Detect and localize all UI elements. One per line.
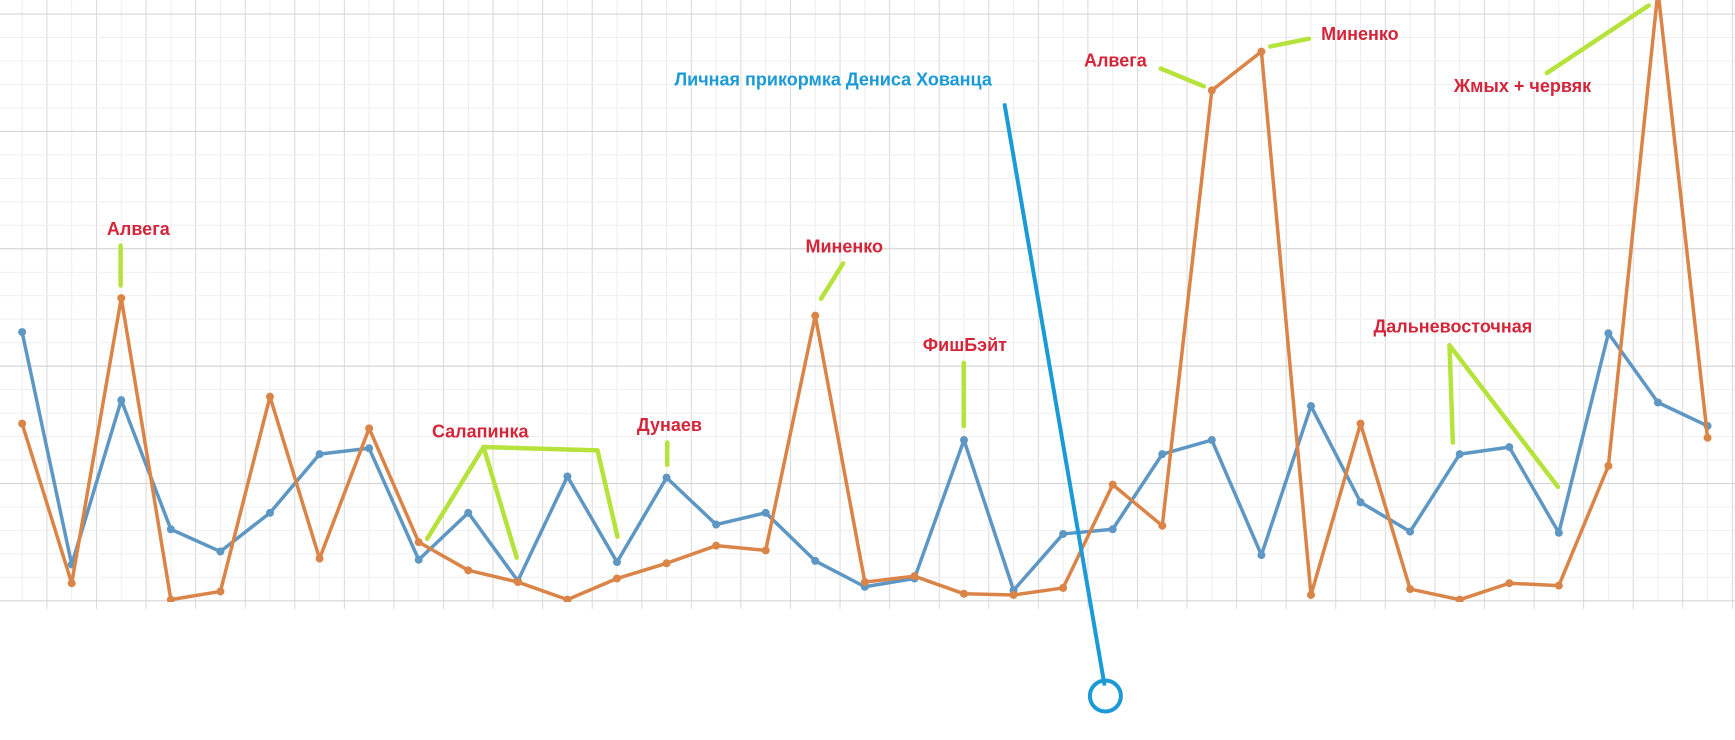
data-point (513, 578, 522, 587)
data-point (265, 392, 274, 401)
annotation: Миненко (805, 237, 883, 257)
data-point (414, 538, 423, 547)
annotation-pointer (595, 448, 620, 539)
data-point (1158, 450, 1167, 459)
annotation-pointer (1158, 66, 1207, 89)
data-point (1059, 529, 1068, 538)
data-point (1604, 461, 1613, 470)
data-point (1604, 329, 1613, 338)
annotation-pointer (1002, 103, 1107, 686)
data-point (117, 396, 126, 405)
data-point (1703, 433, 1712, 442)
annotation-pointer (1447, 342, 1561, 490)
data-point (1207, 86, 1216, 95)
data-point (1306, 402, 1315, 411)
data-point (464, 566, 473, 575)
data-point (216, 547, 225, 556)
data-point (1306, 590, 1315, 599)
data-point (18, 419, 27, 428)
grid (0, 0, 1735, 609)
data-point (712, 520, 721, 529)
annotation: Личная прикормка Дениса Хованца (675, 70, 993, 90)
annotation-pointer (481, 444, 600, 453)
data-point (563, 472, 572, 481)
data-point (1554, 581, 1563, 590)
data-point (265, 508, 274, 517)
data-point (117, 294, 126, 303)
data-point (1257, 47, 1266, 56)
annotation-pointer (1268, 36, 1312, 49)
data-point (761, 508, 770, 517)
data-point (1158, 521, 1167, 530)
data-point (315, 554, 324, 563)
data-point (712, 541, 721, 550)
data-point (67, 579, 76, 588)
annotation-pointer (424, 444, 486, 542)
data-point (1356, 498, 1365, 507)
data-point (612, 574, 621, 583)
data-point (1059, 583, 1068, 592)
data-point (959, 436, 968, 445)
data-point (1108, 480, 1117, 489)
data-point (1406, 527, 1415, 536)
data-point (1505, 579, 1514, 588)
data-point (365, 444, 374, 453)
data-point (563, 595, 572, 602)
data-point (1207, 436, 1216, 445)
data-point (216, 587, 225, 596)
annotation-pointer (1544, 3, 1651, 76)
data-point (1505, 443, 1514, 452)
annotations: Алвега Салапинка Дунаев Миненко ФишБэйт Лична… (107, 3, 1651, 714)
annotation: Жмых + червяк (1453, 76, 1592, 96)
annotation: Дальневосточная (1373, 316, 1532, 336)
data-point (1108, 525, 1117, 534)
annotation-pointer (481, 444, 519, 560)
data-point (1653, 398, 1662, 407)
annotation: Миненко (1321, 24, 1399, 44)
data-point (1455, 595, 1464, 602)
annotation-marker (1087, 678, 1123, 714)
data-point (166, 525, 175, 534)
data-point (414, 555, 423, 564)
annotation: Алвега (1084, 51, 1148, 71)
data-point (1257, 551, 1266, 560)
data-point (959, 589, 968, 598)
data-point (662, 559, 671, 568)
data-point (166, 595, 175, 602)
data-point (464, 508, 473, 517)
data-point (860, 578, 869, 587)
data-point (1406, 585, 1415, 594)
data-point (1554, 528, 1563, 537)
annotation-pointer (1447, 342, 1456, 445)
data-point (662, 473, 671, 482)
data-point (1009, 590, 1018, 599)
data-point (811, 556, 820, 565)
data-point (811, 311, 820, 320)
data-point (18, 328, 27, 337)
data-point (1455, 450, 1464, 459)
data-point (612, 558, 621, 567)
annotation: Дунаев (637, 415, 702, 435)
annotation: Салапинка (432, 421, 529, 441)
data-point (315, 450, 324, 459)
data-point (910, 572, 919, 581)
data-point (365, 424, 374, 433)
annotation: ФишБэйт (923, 335, 1007, 355)
data-point (1356, 419, 1365, 428)
annotation: Алвега (107, 219, 171, 239)
plot-area (18, 0, 1712, 602)
data-point (761, 546, 770, 555)
annotation-pointer (818, 261, 846, 302)
